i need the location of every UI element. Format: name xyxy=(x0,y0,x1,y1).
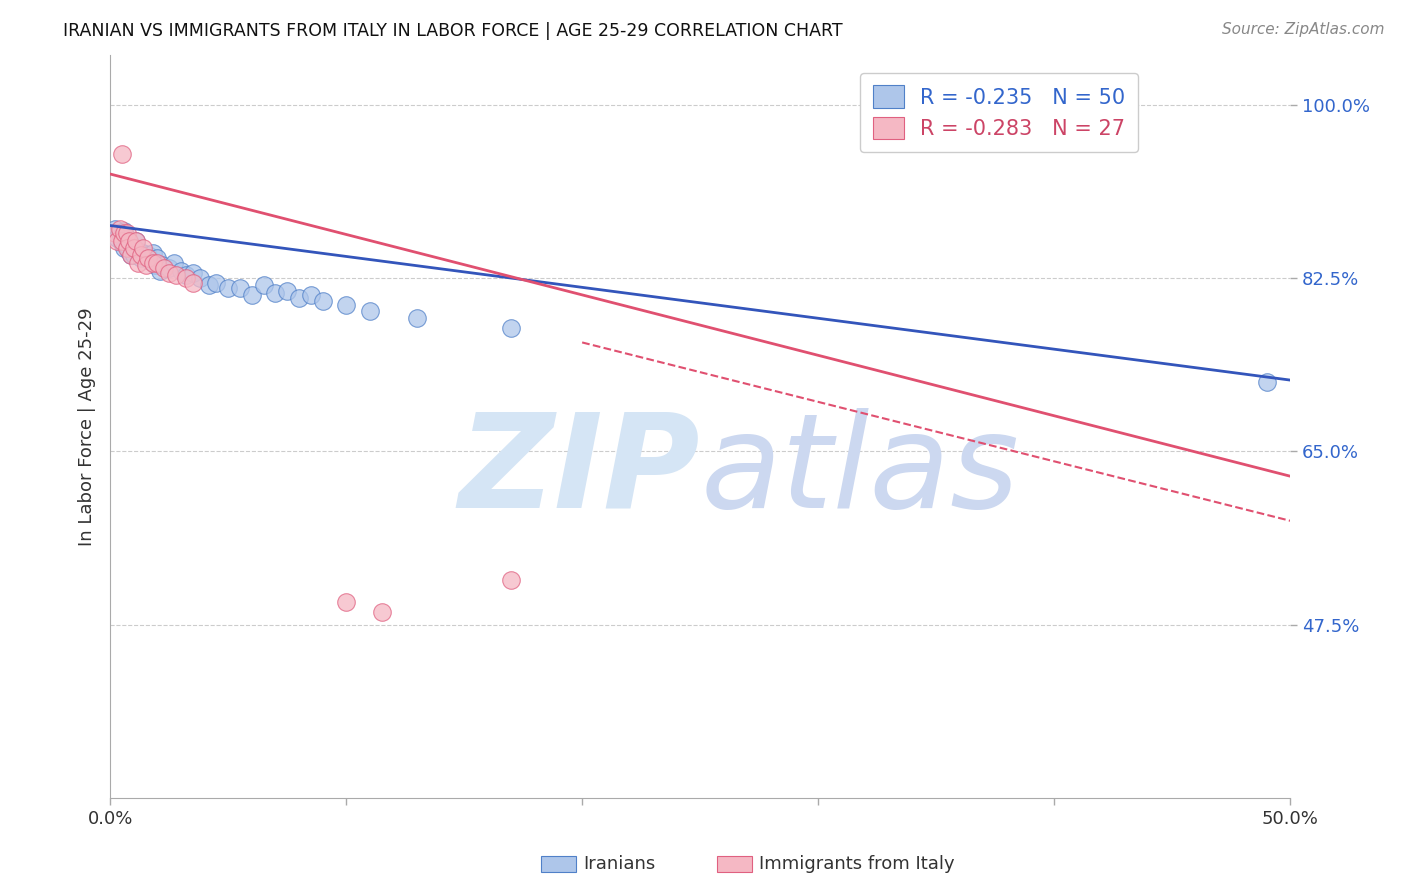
Point xyxy=(127,256,149,270)
Point xyxy=(115,227,138,241)
Point xyxy=(501,320,523,334)
Point xyxy=(153,261,176,276)
Point xyxy=(198,277,221,292)
Point xyxy=(188,271,211,285)
Text: Iranians: Iranians xyxy=(583,855,655,873)
Text: atlas: atlas xyxy=(700,408,1019,534)
Point xyxy=(132,241,155,255)
Point xyxy=(311,293,333,308)
Point xyxy=(108,227,131,241)
Point xyxy=(406,310,429,325)
Point xyxy=(132,246,155,260)
Point xyxy=(142,246,165,260)
Point xyxy=(142,256,165,270)
Point xyxy=(240,288,263,302)
Point xyxy=(288,291,311,305)
Point xyxy=(276,284,298,298)
Point xyxy=(115,231,138,245)
Point xyxy=(111,235,134,249)
Point xyxy=(174,271,197,285)
Point xyxy=(118,236,141,251)
Point xyxy=(1256,375,1278,389)
Point xyxy=(165,268,187,282)
Point xyxy=(105,231,128,245)
Point xyxy=(217,281,239,295)
Point xyxy=(112,225,135,239)
Point xyxy=(108,221,131,235)
Legend: R = -0.235   N = 50, R = -0.283   N = 27: R = -0.235 N = 50, R = -0.283 N = 27 xyxy=(860,73,1137,152)
Point xyxy=(139,254,162,268)
Text: Immigrants from Italy: Immigrants from Italy xyxy=(759,855,955,873)
Point xyxy=(129,251,152,265)
Point xyxy=(174,268,197,282)
Point xyxy=(112,227,135,241)
Point xyxy=(299,288,322,302)
Y-axis label: In Labor Force | Age 25-29: In Labor Force | Age 25-29 xyxy=(79,308,96,546)
Point xyxy=(163,256,186,270)
Point xyxy=(170,264,193,278)
Point xyxy=(112,241,135,255)
Point xyxy=(157,266,180,280)
Point xyxy=(229,281,252,295)
Text: IRANIAN VS IMMIGRANTS FROM ITALY IN LABOR FORCE | AGE 25-29 CORRELATION CHART: IRANIAN VS IMMIGRANTS FROM ITALY IN LABO… xyxy=(63,22,842,40)
Point xyxy=(111,147,134,161)
Point xyxy=(118,235,141,249)
Point xyxy=(157,261,180,276)
Point xyxy=(125,235,148,249)
Point xyxy=(129,248,152,262)
Point xyxy=(122,241,145,255)
Point xyxy=(120,248,142,262)
Point xyxy=(136,251,159,265)
Point xyxy=(252,277,274,292)
Point xyxy=(149,264,172,278)
Point xyxy=(205,276,228,290)
Point xyxy=(335,595,357,609)
Point xyxy=(359,303,381,318)
Point xyxy=(136,248,159,262)
Point xyxy=(181,276,204,290)
Point xyxy=(118,244,141,259)
Text: ZIP: ZIP xyxy=(458,408,700,534)
Point xyxy=(115,238,138,252)
Point xyxy=(335,298,357,312)
Point xyxy=(111,228,134,243)
Point xyxy=(122,248,145,262)
Point xyxy=(264,285,287,300)
Point xyxy=(501,573,523,587)
Point xyxy=(120,238,142,252)
Point xyxy=(115,241,138,255)
Point xyxy=(146,256,169,270)
Point xyxy=(370,605,392,619)
Point xyxy=(181,266,204,280)
Point xyxy=(135,251,157,265)
Point xyxy=(150,258,173,272)
Point xyxy=(143,258,166,272)
Text: Source: ZipAtlas.com: Source: ZipAtlas.com xyxy=(1222,22,1385,37)
Point xyxy=(111,236,134,251)
Point xyxy=(135,258,157,272)
Point xyxy=(125,235,148,249)
Point xyxy=(105,227,128,241)
Point xyxy=(122,240,145,254)
Point xyxy=(120,248,142,262)
Point xyxy=(104,221,127,235)
Point xyxy=(104,227,127,241)
Point xyxy=(146,251,169,265)
Point xyxy=(105,235,128,249)
Point xyxy=(127,244,149,259)
